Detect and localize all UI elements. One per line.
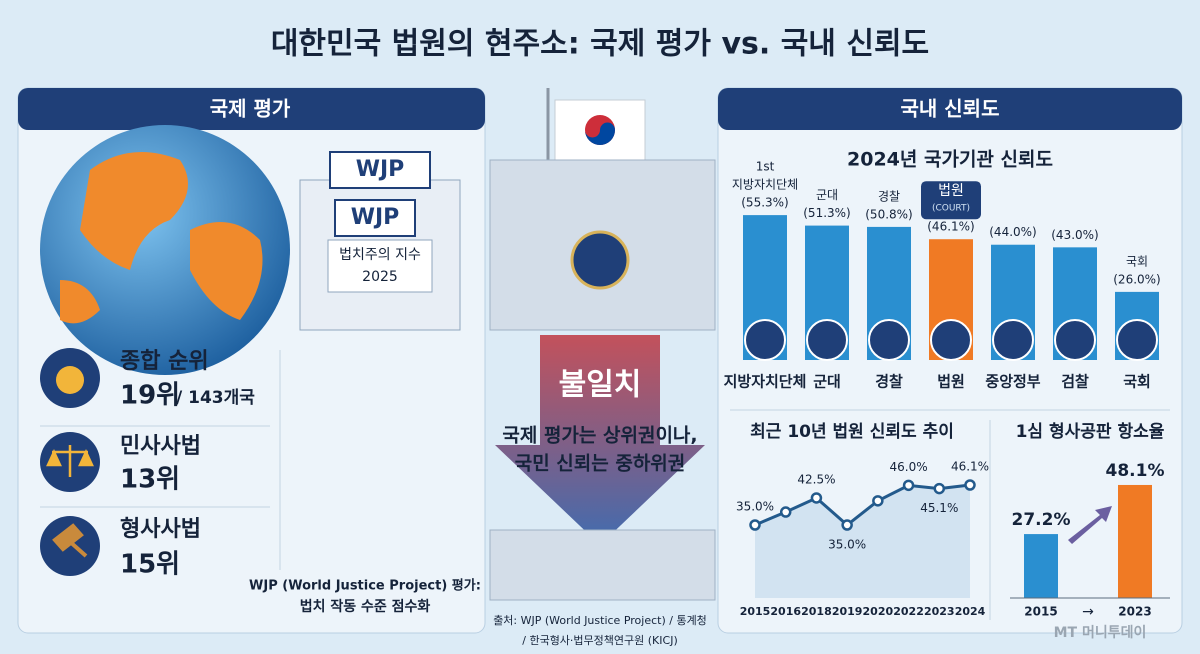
top-label: 군대	[816, 188, 838, 202]
trend-point	[749, 519, 761, 531]
ranking-label: 형사사법	[120, 517, 201, 542]
index-year: 2025	[362, 269, 398, 285]
institution-icon	[930, 319, 972, 361]
value-label: (43.0%)	[1051, 228, 1098, 242]
logo-sign-bg	[329, 151, 431, 189]
value-label: 35.0%	[828, 538, 866, 552]
value-label: (46.1%)	[927, 220, 974, 234]
scale-icon	[46, 445, 94, 477]
value-label: 35.0%	[736, 500, 774, 514]
court-building	[489, 529, 716, 601]
chart-title: 최근 10년 법원 신뢰도 추이	[750, 422, 954, 442]
trend-point	[964, 479, 976, 491]
x-tick-label: 지방자치단체	[724, 373, 807, 391]
x-tick-label: 2018	[801, 605, 832, 618]
x-tick-label: 2016	[770, 605, 801, 618]
x-tick-label: 2020	[863, 605, 894, 618]
left-header: 국제 평가	[210, 97, 291, 121]
institution-icon	[744, 319, 786, 361]
mismatch-text: 국민 신뢰는 중하위권	[515, 453, 686, 475]
top-label: 법원	[938, 183, 964, 199]
source: 출처: WJP (World Justice Project) / 통계청	[493, 614, 707, 627]
ranking-value: 19위	[120, 381, 180, 411]
institution-icon	[868, 319, 910, 361]
institution-icon	[1054, 319, 1096, 361]
bar	[1118, 484, 1152, 598]
x-tick-label: 2023	[924, 605, 955, 618]
value-label: 45.1%	[920, 501, 958, 515]
footnote: 법치 작동 수준 점수화	[300, 598, 431, 615]
continents	[60, 152, 263, 324]
institution-icon	[992, 319, 1034, 361]
value-label: (51.3%)	[803, 206, 850, 220]
logo-sign: WJP	[356, 157, 405, 182]
highlight-note: (COURT)	[932, 204, 970, 214]
footnote: WJP (World Justice Project) 평가:	[249, 578, 481, 594]
x-tick-label: 2015	[740, 605, 771, 618]
building-sign-bg	[334, 199, 416, 237]
top-label: 경찰	[878, 189, 900, 203]
right-header: 국내 신뢰도	[901, 97, 1000, 121]
page-title: 대한민국 법원의 현주소: 국제 평가 vs. 국내 신뢰도	[271, 27, 929, 62]
headline: 불일치	[559, 368, 642, 403]
ranking-note: / 143개국	[176, 388, 255, 408]
ranking-label: 민사사법	[120, 434, 201, 459]
medal-icon	[56, 366, 84, 394]
trend-point	[810, 492, 823, 504]
left-header-bg	[18, 88, 485, 130]
trend-point	[841, 519, 853, 531]
institution-icon	[806, 319, 848, 361]
x-tick-label: 중앙정부	[985, 373, 1040, 391]
trend-point	[872, 495, 884, 507]
trend-area	[755, 485, 970, 598]
ranking-value: 13위	[120, 465, 180, 495]
x-tick-label: 2024	[955, 605, 986, 618]
value-label: (26.0%)	[1113, 272, 1160, 286]
x-tick-label: 2023	[1118, 605, 1151, 619]
value-label: (44.0%)	[989, 225, 1036, 239]
value-label: 27.2%	[1012, 510, 1071, 530]
x-tick-label: 국회	[1123, 373, 1151, 391]
right-header-bg	[718, 88, 1182, 130]
ranking-label: 종합 순위	[120, 348, 209, 374]
x-tick-label: 군대	[813, 373, 841, 391]
trend-point	[779, 506, 792, 518]
index-board	[327, 239, 433, 293]
value-label: 46.0%	[890, 460, 928, 474]
x-tick-label: 2019	[832, 605, 863, 618]
axis-arrow: →	[1082, 604, 1094, 620]
chart-title: 2024년 국가기관 신뢰도	[847, 149, 1053, 171]
building-sign: WJP	[351, 205, 400, 230]
watermark: MT 머니투데이	[1054, 624, 1147, 641]
trend-point	[933, 482, 946, 495]
x-tick-label: 2022	[893, 605, 924, 618]
value-label: 42.5%	[797, 472, 835, 486]
x-tick-label: 경찰	[875, 373, 903, 391]
top-label: 지방자치단체	[732, 178, 798, 192]
index-name: 법치주의 지수	[339, 247, 421, 263]
source: / 한국형사·법무정책연구원 (KICJ)	[522, 634, 677, 647]
value-label: 48.1%	[1106, 461, 1165, 481]
trend-arrow	[1068, 506, 1112, 544]
trend-point	[902, 479, 915, 492]
flag-emblem	[585, 122, 615, 145]
top-label: 국회	[1126, 254, 1148, 268]
institution-icon	[1116, 319, 1158, 361]
x-tick-label: 2015	[1024, 605, 1057, 619]
value-label: (50.8%)	[865, 207, 912, 221]
value-label: 46.1%	[951, 460, 989, 474]
gavel-icon	[52, 523, 88, 558]
x-tick-label: 법원	[937, 373, 965, 391]
bar	[1024, 534, 1058, 598]
ranking-value: 15위	[120, 550, 180, 580]
highlight-box	[921, 181, 981, 220]
big-arrow	[495, 335, 705, 545]
chart-title: 1심 형사공판 항소율	[1016, 421, 1165, 442]
x-tick-label: 검찰	[1061, 373, 1089, 391]
value-label: (55.3%)	[741, 196, 788, 210]
court-emblem	[570, 230, 630, 290]
mismatch-text: 국제 평가는 상위권이나,	[502, 425, 697, 447]
rank-note: 1st	[756, 160, 775, 174]
